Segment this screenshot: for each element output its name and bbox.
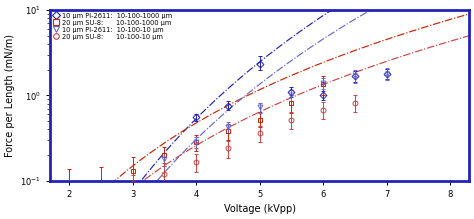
Legend: 10 μm PI-2611:  10-100-1000 μm, 20 μm SU-8:      10-100-1000 μm, 10 μm PI-2611: : 10 μm PI-2611: 10-100-1000 μm, 20 μm SU-… (52, 12, 173, 40)
Y-axis label: Force per Length (mN/m): Force per Length (mN/m) (5, 34, 15, 157)
X-axis label: Voltage (kVpp): Voltage (kVpp) (224, 204, 296, 214)
